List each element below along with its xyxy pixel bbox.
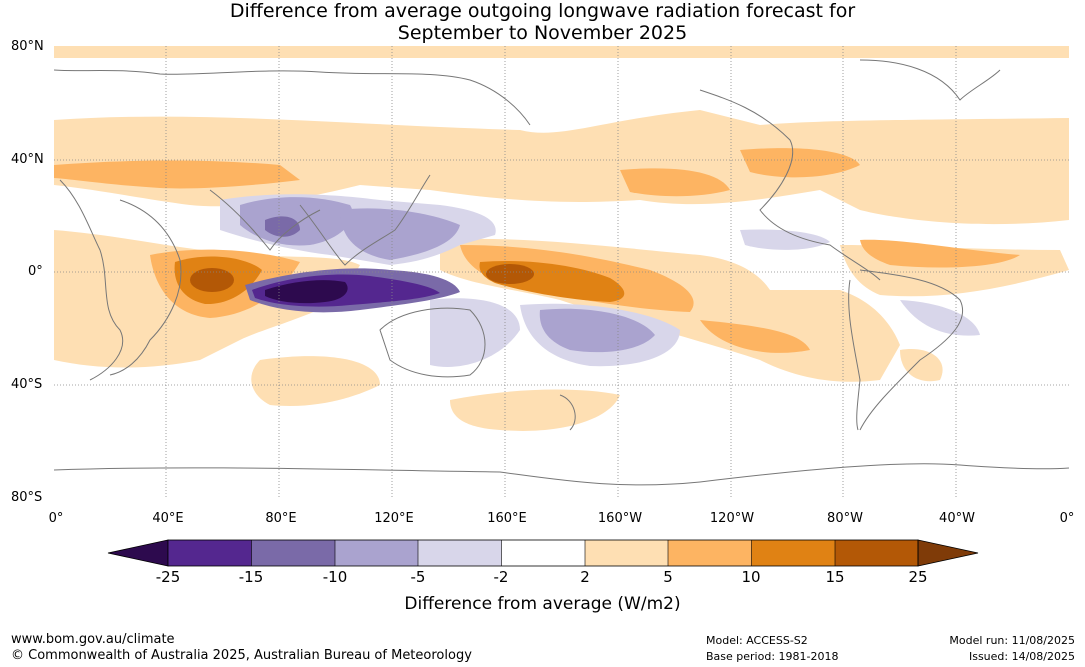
india-coast (209, 189, 321, 251)
lon-label: 40°W (939, 511, 975, 526)
colorbar-swatch-neg-25-15 (168, 540, 252, 566)
footer-model: Model: ACCESS-S2 (706, 634, 808, 647)
lat-label: 40°S (11, 377, 43, 392)
se-asia-coast (299, 174, 431, 266)
colorbar-swatch-neg-2-2 (501, 540, 585, 566)
lon-label: 80°W (827, 511, 863, 526)
south-america-east-coast (859, 269, 964, 431)
lat-label: 0° (28, 264, 43, 279)
anomaly-neg-5-10 (240, 197, 655, 353)
colorbar-tick-label: -25 (155, 568, 181, 586)
africa-east-coast (109, 199, 182, 376)
lon-label: 120°E (374, 511, 414, 526)
footer-model-run: Model run: 11/08/2025 (949, 634, 1075, 647)
colorbar-tick-label: -10 (322, 568, 348, 586)
africa-west-coast (59, 179, 124, 381)
colorbar-unit-label: Difference from average (W/m2) (404, 594, 681, 614)
lon-label: 80°E (265, 511, 297, 526)
colorbar-tick-label: 5 (663, 568, 673, 586)
lat-label: 80°N (11, 39, 44, 54)
anomaly-below-neg-25 (265, 280, 348, 304)
colorbar-tick-label: 15 (825, 568, 845, 586)
olr-anomaly-map (54, 46, 1069, 567)
colorbar (107, 539, 979, 567)
colorbar-tick-label: 10 (741, 568, 761, 586)
coastlines (54, 59, 1069, 486)
australia-coast (379, 307, 486, 378)
colorbar-swatch-10-15 (751, 540, 835, 566)
colorbar-tick-label: 25 (908, 568, 928, 586)
footer-site-link[interactable]: www.bom.gov.au/climate (11, 632, 175, 647)
colorbar-tick-label: -15 (238, 568, 264, 586)
south-america-west-coast (848, 279, 861, 431)
lon-label: 0° (48, 511, 64, 526)
lat-label: 40°N (11, 152, 44, 167)
colorbar-swatch-2-5 (585, 540, 668, 566)
colorbar-swatch-above-25 (917, 539, 979, 567)
north-america-coast (699, 89, 881, 281)
lon-label: 160°E (487, 511, 527, 526)
greenland-coast (859, 59, 1001, 101)
anomaly-15-25 (190, 264, 534, 292)
footer-copyright: © Commonwealth of Australia 2025, Austra… (11, 648, 472, 663)
map-title-line-2: September to November 2025 (397, 22, 688, 44)
colorbar-swatch-below-neg-25 (107, 539, 169, 567)
colorbar-swatch-neg-10-5 (335, 540, 418, 566)
colorbar-swatch-neg-5-2 (418, 540, 502, 566)
footer-issued: Issued: 14/08/2025 (968, 650, 1075, 663)
lon-label: 40°E (152, 511, 184, 526)
eurasia-coast (54, 69, 531, 126)
lat-label: 80°S (11, 490, 43, 505)
antarctica-coast (54, 463, 1069, 486)
colorbar-swatch-5-10 (668, 540, 752, 566)
colorbar-tick-label: -5 (410, 568, 426, 586)
anomaly-shading (54, 46, 1069, 498)
lon-label: 120°W (709, 511, 755, 526)
colorbar-tick-label: -2 (493, 568, 509, 586)
colorbar-swatch-neg-15-10 (251, 540, 335, 566)
footer-base-period: Base period: 1981-2018 (706, 650, 839, 663)
graticule (54, 46, 1069, 498)
lon-label: 160°W (597, 511, 643, 526)
lon-label: 0° (1059, 511, 1075, 526)
colorbar-swatch-15-25 (835, 540, 918, 566)
new-zealand-coast (559, 394, 576, 431)
map-title-line-1: Difference from average outgoing longwav… (229, 0, 856, 22)
colorbar-tick-label: 2 (580, 568, 590, 586)
